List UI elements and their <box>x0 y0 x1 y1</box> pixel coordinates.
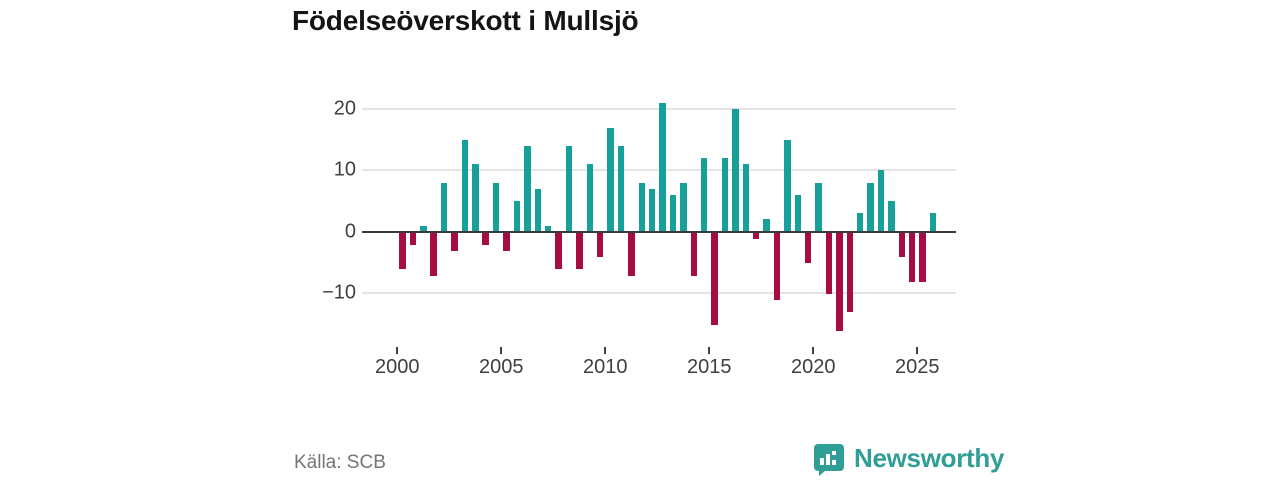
bar <box>669 194 677 232</box>
x-tick-mark <box>708 347 711 354</box>
bar <box>628 232 635 276</box>
bar <box>680 182 687 232</box>
bar <box>576 232 583 270</box>
bar <box>825 232 833 294</box>
bar <box>638 182 645 232</box>
bar <box>420 225 427 232</box>
bar <box>836 232 843 331</box>
bar <box>711 232 718 325</box>
bar <box>784 139 791 232</box>
bar <box>524 145 531 232</box>
newsworthy-logo: Newsworthy <box>812 442 1004 476</box>
bar <box>690 232 697 276</box>
x-tick-label: 2010 <box>583 356 628 378</box>
x-tick-label: 2015 <box>687 356 732 378</box>
newsworthy-logo-icon <box>814 444 844 476</box>
newsworthy-wordmark: Newsworthy <box>854 442 1005 473</box>
x-tick-mark <box>812 347 815 354</box>
bar <box>815 182 822 232</box>
bar <box>898 232 905 258</box>
bar <box>867 182 874 232</box>
bar <box>617 145 625 232</box>
y-tick-label: 10 <box>333 158 356 181</box>
gridline <box>362 169 956 172</box>
bar <box>399 232 406 270</box>
bar <box>482 232 489 245</box>
bar <box>929 213 937 232</box>
bar <box>586 164 593 232</box>
x-tick-mark <box>500 347 503 354</box>
bar <box>659 103 666 232</box>
x-tick-mark <box>916 347 919 354</box>
gridline <box>362 108 956 111</box>
bar <box>513 201 521 232</box>
bar <box>596 232 604 258</box>
x-tick-label: 2000 <box>375 356 420 378</box>
x-tick-mark <box>604 347 607 354</box>
bar <box>544 225 552 232</box>
bar <box>794 194 801 232</box>
bar <box>492 182 500 232</box>
bar <box>555 232 562 270</box>
bar <box>877 170 885 232</box>
bar <box>451 232 458 252</box>
bar <box>888 201 895 232</box>
bar <box>752 232 760 239</box>
bar <box>534 188 541 232</box>
x-tick-label: 2005 <box>479 356 524 378</box>
bar <box>908 232 916 282</box>
bar <box>503 232 510 252</box>
bar <box>461 139 469 232</box>
bar <box>763 219 770 232</box>
source-text: Källa: SCB <box>294 452 386 473</box>
chart-title: Födelseöverskott i Mullsjö <box>292 5 639 36</box>
gridline <box>362 292 956 294</box>
x-tick-label: 2025 <box>895 356 940 378</box>
bar <box>721 158 729 232</box>
x-tick-mark <box>396 347 399 354</box>
bar <box>430 232 437 276</box>
bar <box>648 188 656 232</box>
y-tick-label: −10 <box>322 281 356 304</box>
bar <box>440 182 448 232</box>
bar <box>804 232 812 264</box>
bar <box>919 232 926 282</box>
x-tick-label: 2020 <box>791 356 836 378</box>
bar <box>732 109 739 232</box>
bar <box>700 158 708 232</box>
y-tick-label: 0 <box>344 220 356 243</box>
bar <box>856 213 864 232</box>
bar <box>472 164 479 232</box>
y-tick-label: 20 <box>333 97 356 120</box>
bar <box>742 164 749 232</box>
bar <box>607 127 614 232</box>
bar <box>773 232 781 301</box>
bar <box>846 232 853 313</box>
bar <box>409 232 417 245</box>
x-axis-line <box>362 230 956 233</box>
bar <box>565 145 573 232</box>
